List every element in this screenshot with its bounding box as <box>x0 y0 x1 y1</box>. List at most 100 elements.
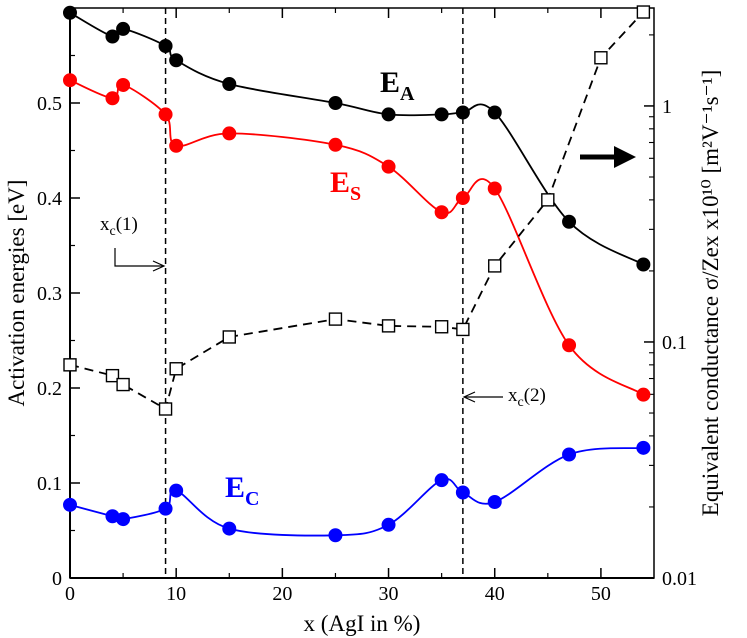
ES-marker <box>455 191 470 205</box>
x-axis-title: x (AgI in %) <box>304 611 421 636</box>
xc2-main: x <box>508 385 518 406</box>
EA-marker <box>63 5 77 20</box>
y-axis-title: Activation energies [eV] <box>4 180 29 407</box>
xc1-sub: c <box>110 224 116 239</box>
conductance-marker <box>381 319 396 333</box>
plot-frame <box>69 7 655 579</box>
y-tick-label: 0.5 <box>37 93 62 115</box>
EA-marker <box>455 105 470 120</box>
label-ec: EC <box>225 471 259 510</box>
EC-marker <box>562 447 577 462</box>
EA-marker <box>434 107 449 122</box>
conductance-marker <box>434 320 449 334</box>
conductance-marker <box>456 322 470 337</box>
EA-marker <box>116 21 131 36</box>
label-ec-main: E <box>225 471 245 504</box>
ES-marker <box>222 126 237 141</box>
ES-marker <box>63 73 77 88</box>
label-es-main: E <box>330 166 350 199</box>
ES-marker <box>381 159 396 174</box>
xc2-label: xc(2) <box>508 385 546 410</box>
EC-marker <box>455 485 470 500</box>
EC-line <box>69 447 644 537</box>
conductance-marker <box>541 193 555 207</box>
conductance-marker <box>169 362 183 376</box>
label-es-sub: S <box>350 183 361 205</box>
ES-marker <box>116 77 131 92</box>
EC-marker <box>328 528 343 543</box>
EC-marker <box>63 497 77 512</box>
EA-marker <box>169 53 184 68</box>
EA-marker <box>636 257 651 272</box>
label-ea-sub: A <box>400 83 415 105</box>
y-tick-label: 0.2 <box>37 378 62 400</box>
conductance-marker <box>63 358 77 372</box>
label-es: ES <box>330 166 361 205</box>
EC-marker <box>636 440 651 455</box>
ES-marker <box>434 205 449 220</box>
x-tick-label: 10 <box>166 583 186 605</box>
series-curves <box>69 11 645 537</box>
y2-tick-label: 0.01 <box>662 568 697 590</box>
conductance-marker <box>158 402 173 416</box>
conductance-marker <box>328 312 343 326</box>
y2-axis-title: Equivalent conductance σ/Zex x10¹⁰ [m²V⁻… <box>698 70 723 516</box>
critical-composition-lines <box>164 8 464 578</box>
y-tick-label: 0.4 <box>37 188 62 210</box>
x-tick-label: 30 <box>379 583 399 605</box>
x-tick-label: 0 <box>65 583 75 605</box>
EC-marker <box>169 483 184 498</box>
xc1-arrow <box>114 248 163 267</box>
EA-marker <box>562 214 577 229</box>
EA-marker <box>487 105 502 120</box>
xc1-arrowhead <box>152 260 166 272</box>
EC-marker <box>158 501 173 516</box>
ES-marker <box>487 181 502 196</box>
EC-marker <box>434 473 449 488</box>
conductance-marker <box>116 377 130 392</box>
ES-marker <box>105 91 120 106</box>
EA-line <box>69 12 644 266</box>
label-ea: EA <box>380 66 415 105</box>
xc1-label: xc(1) <box>100 214 138 239</box>
conductance-marker <box>488 259 502 273</box>
xc2-suffix: (2) <box>524 385 546 406</box>
y-tick-label: 0.1 <box>37 473 62 495</box>
ES-marker <box>562 338 577 353</box>
y-tick-label: 0.3 <box>37 283 62 305</box>
conductance-marker <box>222 330 236 344</box>
EC-marker <box>487 495 502 509</box>
EA-marker <box>381 107 396 122</box>
EA-marker <box>158 39 173 53</box>
xc2-arrowhead <box>462 391 476 403</box>
x-tick-label: 40 <box>485 583 505 605</box>
label-ec-sub: C <box>245 488 259 510</box>
EC-marker <box>116 512 131 527</box>
conductance-line <box>69 11 645 411</box>
label-ea-main: E <box>380 66 400 99</box>
series-markers <box>63 5 651 543</box>
conductance-marker <box>105 368 120 383</box>
ES-marker <box>158 107 173 122</box>
axis-ticks: 0 10 20 30 40 50 0 0.1 0.2 0.3 0.4 0.5 0.01 0.1 1 <box>37 8 697 605</box>
xc2-sub: c <box>518 395 524 410</box>
ES-line <box>69 79 644 396</box>
ES-marker <box>328 137 343 152</box>
x-tick-label: 20 <box>272 583 292 605</box>
conductance-marker <box>594 51 608 65</box>
y2-tick-label: 1 <box>662 96 672 118</box>
x-tick-label: 50 <box>591 583 611 605</box>
y2-tick-label: 0.1 <box>662 332 687 354</box>
conductance-marker <box>636 5 651 19</box>
xc1-suffix: (1) <box>116 214 138 235</box>
y-tick-label: 0 <box>52 568 62 590</box>
EA-marker <box>222 77 237 91</box>
EC-marker <box>222 521 237 536</box>
EA-marker <box>328 96 343 110</box>
ES-marker <box>636 387 651 402</box>
EC-marker <box>381 517 396 532</box>
xc1-main: x <box>100 214 110 235</box>
right-axis-arrowhead <box>614 146 636 168</box>
ES-marker <box>169 138 184 153</box>
